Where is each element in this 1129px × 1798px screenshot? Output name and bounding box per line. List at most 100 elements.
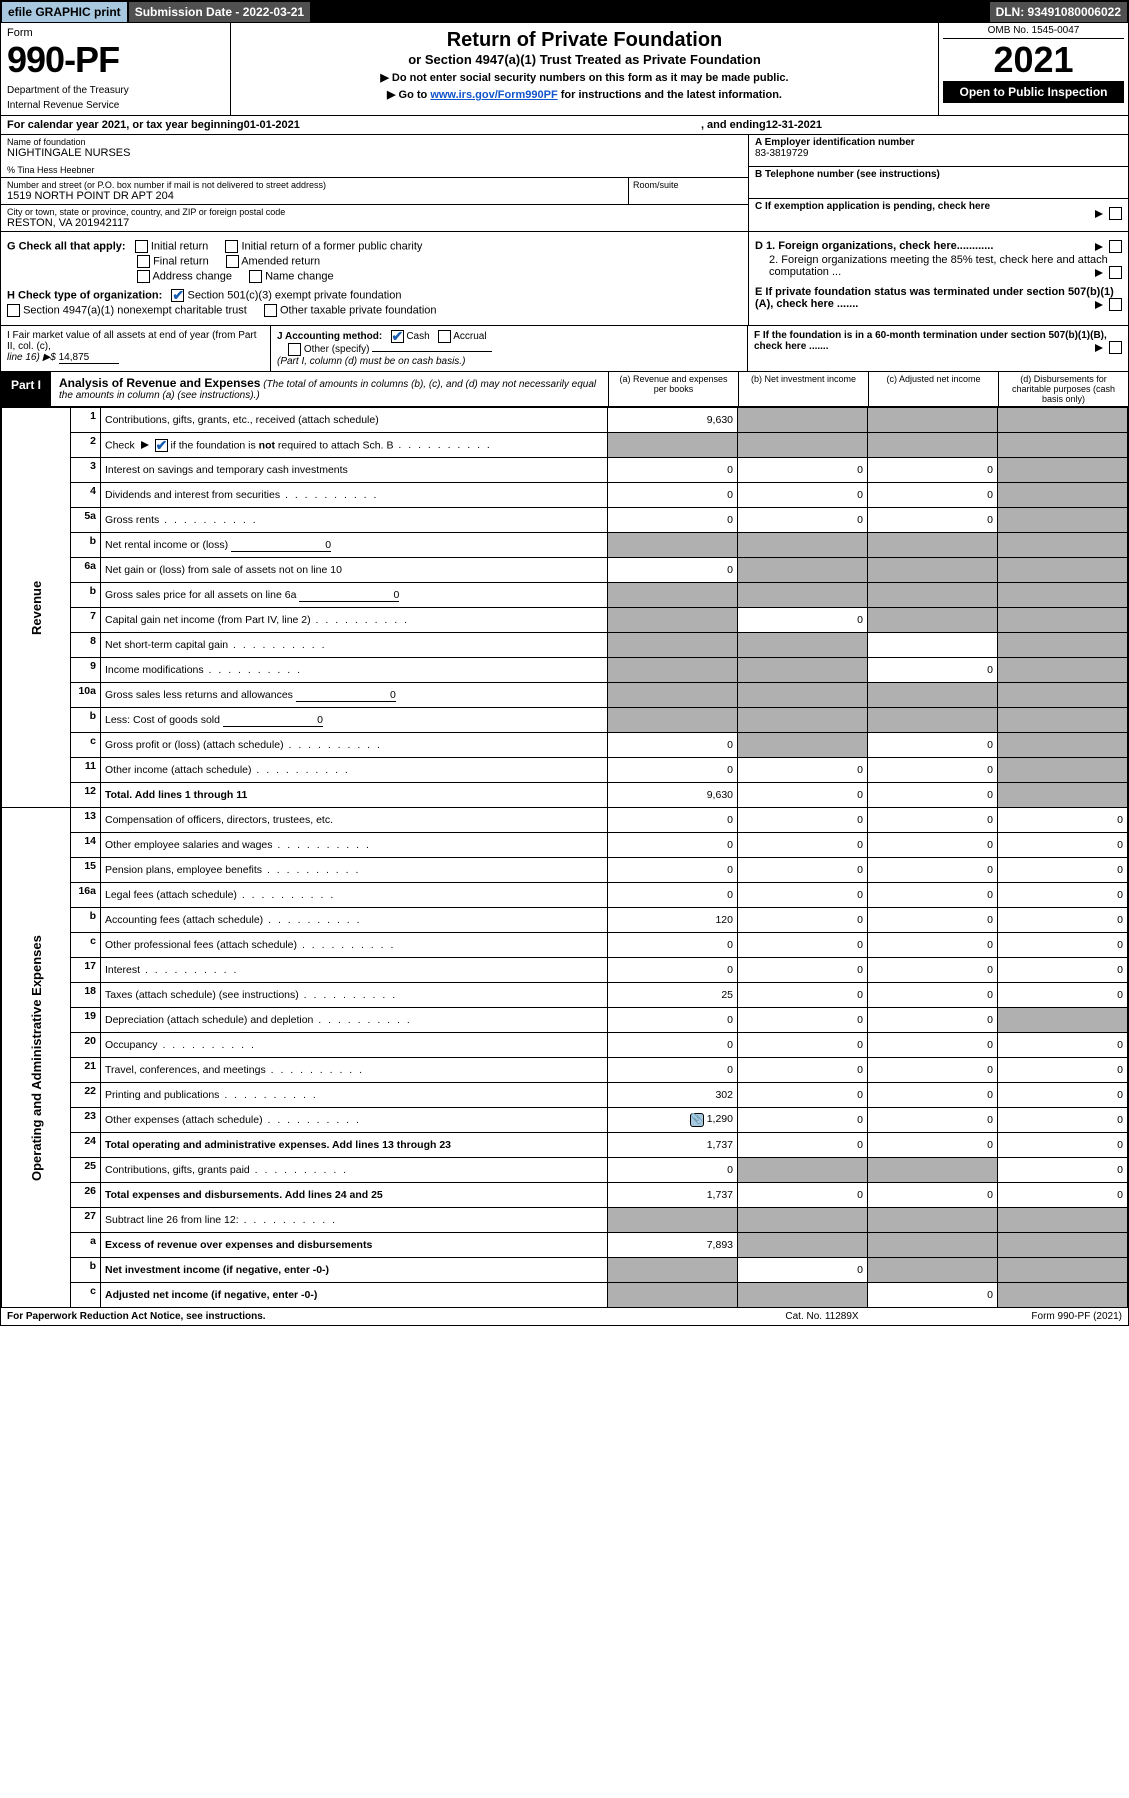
period-mid: , and ending: [701, 119, 766, 131]
f-checkbox[interactable]: [1109, 341, 1122, 354]
g-address-change-checkbox[interactable]: [137, 270, 150, 283]
d1-label: D 1. Foreign organizations, check here..…: [755, 240, 993, 252]
table-row: bGross sales price for all assets on lin…: [2, 583, 1128, 608]
amt-c: 0: [868, 758, 998, 783]
amt-d: 0: [998, 908, 1128, 933]
j-cash-checkbox[interactable]: [391, 330, 404, 343]
row-label: Subtract line 26 from line 12:: [101, 1208, 608, 1233]
amt-b: [738, 408, 868, 433]
amt-a: [608, 683, 738, 708]
inline-value: 0: [296, 689, 396, 702]
table-row: cGross profit or (loss) (attach schedule…: [2, 733, 1128, 758]
j-other-input[interactable]: [372, 351, 492, 352]
col-b-hdr: (b) Net investment income: [738, 372, 868, 406]
d1-checkbox[interactable]: [1109, 240, 1122, 253]
table-row: Revenue1Contributions, gifts, grants, et…: [2, 408, 1128, 433]
amt-b: 0: [738, 858, 868, 883]
amt-d: 0: [998, 1133, 1128, 1158]
table-row: aExcess of revenue over expenses and dis…: [2, 1233, 1128, 1258]
amt-a: [608, 583, 738, 608]
table-row: cOther professional fees (attach schedul…: [2, 933, 1128, 958]
amt-d: [998, 458, 1128, 483]
i-text2: line 16) ▶$: [7, 352, 59, 363]
j-other-checkbox[interactable]: [288, 343, 301, 356]
h-4947-checkbox[interactable]: [7, 304, 20, 317]
form-link[interactable]: www.irs.gov/Form990PF: [430, 89, 557, 101]
amt-d: 0: [998, 1058, 1128, 1083]
submission-date: Submission Date - 2022-03-21: [128, 1, 311, 23]
row-number: 18: [71, 983, 101, 1008]
phone-cell: B Telephone number (see instructions): [749, 167, 1128, 199]
part1-title: Analysis of Revenue and Expenses: [59, 376, 260, 390]
g-initial-public-checkbox[interactable]: [225, 240, 238, 253]
amt-c: [868, 533, 998, 558]
amt-d: [998, 1283, 1128, 1308]
row-label: Income modifications: [101, 658, 608, 683]
j-label: J Accounting method:: [277, 331, 382, 342]
table-row: 12Total. Add lines 1 through 119,63000: [2, 783, 1128, 808]
street-address: 1519 NORTH POINT DR APT 204: [7, 190, 628, 202]
fmv-value: 14,875: [59, 352, 119, 364]
row-number: b: [71, 533, 101, 558]
attachment-icon[interactable]: 📎: [690, 1113, 704, 1127]
amt-b: [738, 558, 868, 583]
room-label: Room/suite: [633, 180, 748, 190]
amt-c: [868, 433, 998, 458]
c-checkbox[interactable]: [1109, 207, 1122, 220]
h-other-checkbox[interactable]: [264, 304, 277, 317]
amt-b: 0: [738, 758, 868, 783]
arrow-icon: [1095, 243, 1103, 251]
amt-c: 0: [868, 483, 998, 508]
amt-c: [868, 1258, 998, 1283]
row-label: Other professional fees (attach schedule…: [101, 933, 608, 958]
amt-c: [868, 583, 998, 608]
col-c-hdr: (c) Adjusted net income: [868, 372, 998, 406]
amt-a: [608, 658, 738, 683]
g-final-return-checkbox[interactable]: [137, 255, 150, 268]
row-number: 25: [71, 1158, 101, 1183]
amt-a: 0: [608, 1058, 738, 1083]
g-initial-return-checkbox[interactable]: [135, 240, 148, 253]
table-row: 24Total operating and administrative exp…: [2, 1133, 1128, 1158]
topbar-spacer: [311, 1, 988, 23]
amt-d: 0: [998, 858, 1128, 883]
row-number: 2: [71, 433, 101, 458]
j-note: (Part I, column (d) must be on cash basi…: [277, 356, 465, 367]
arrow-icon: [1095, 301, 1103, 309]
j-accrual-checkbox[interactable]: [438, 330, 451, 343]
row-number: 22: [71, 1083, 101, 1108]
row-number: 13: [71, 808, 101, 833]
h-501c3-checkbox[interactable]: [171, 289, 184, 302]
amt-b: 0: [738, 933, 868, 958]
amt-d: [998, 708, 1128, 733]
amt-a: [608, 1283, 738, 1308]
amt-b: [738, 683, 868, 708]
amt-c: [868, 633, 998, 658]
table-row: 18Taxes (attach schedule) (see instructi…: [2, 983, 1128, 1008]
e-checkbox[interactable]: [1109, 298, 1122, 311]
efile-button[interactable]: efile GRAPHIC print: [1, 1, 128, 23]
d2-label: 2. Foreign organizations meeting the 85%…: [769, 254, 1108, 278]
g-amended-checkbox[interactable]: [226, 255, 239, 268]
schb-checkbox[interactable]: [155, 439, 168, 452]
amt-c: 0: [868, 958, 998, 983]
topbar: efile GRAPHIC print Submission Date - 20…: [1, 1, 1128, 23]
amt-c: 0: [868, 1083, 998, 1108]
i-text1: I Fair market value of all assets at end…: [7, 330, 257, 352]
amt-d: [998, 583, 1128, 608]
row-label: Interest on savings and temporary cash i…: [101, 458, 608, 483]
row-label: Occupancy: [101, 1033, 608, 1058]
amt-a: 25: [608, 983, 738, 1008]
row-number: c: [71, 933, 101, 958]
table-row: 27Subtract line 26 from line 12:: [2, 1208, 1128, 1233]
amt-a: 1,737: [608, 1133, 738, 1158]
city-cell: City or town, state or province, country…: [1, 205, 748, 231]
row-number: 8: [71, 633, 101, 658]
title-note1: ▶ Do not enter social security numbers o…: [237, 71, 932, 84]
amt-d: [998, 1208, 1128, 1233]
g-name-change-checkbox[interactable]: [249, 270, 262, 283]
amt-a: 9,630: [608, 783, 738, 808]
amt-b: 0: [738, 483, 868, 508]
d2-checkbox[interactable]: [1109, 266, 1122, 279]
amt-a: [608, 708, 738, 733]
